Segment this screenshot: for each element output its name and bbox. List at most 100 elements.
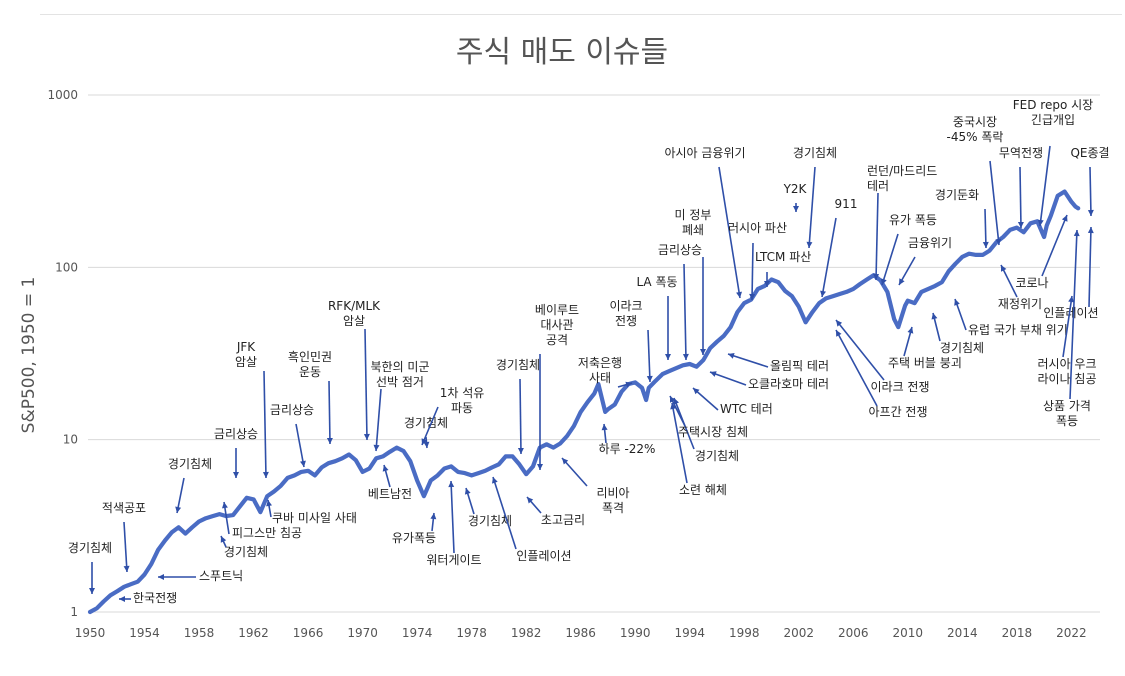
- annotation-label: 러시아 파산: [728, 221, 787, 235]
- annotation-arrowhead: [158, 574, 164, 580]
- annotation-label: 경기침체: [940, 341, 984, 355]
- top-divider: [40, 14, 1122, 15]
- annotation-label: 런던/마드리드 테러: [867, 164, 937, 193]
- annotation-label: 이라크 전쟁: [870, 380, 929, 394]
- annotation-arrowhead: [899, 278, 905, 285]
- annotation: 베이루트 대사관 공격: [535, 303, 579, 470]
- x-tick-label: 2002: [783, 626, 814, 640]
- annotation-arrow: [881, 233, 899, 286]
- annotation-arrowhead: [262, 471, 269, 478]
- annotation-arrowhead: [907, 327, 914, 334]
- annotation-arrow: [519, 378, 522, 455]
- annotation: 피그스만 침공: [222, 501, 302, 540]
- annotation-arrow: [718, 166, 741, 299]
- annotation-arrow: [671, 402, 688, 484]
- annotation-arrow: [561, 457, 588, 487]
- annotation-label: 이라크 전쟁: [609, 299, 642, 328]
- annotation-arrow: [375, 388, 382, 452]
- annotation-label: 주택시장 침체: [678, 425, 748, 439]
- annotation: 아프간 전쟁: [835, 329, 928, 419]
- annotation: 코로나: [1015, 214, 1068, 290]
- annotation: 러시아 우크 라이나 침공: [1037, 295, 1097, 386]
- annotation: 경기침체: [793, 146, 837, 249]
- annotation: 베트남전: [368, 464, 412, 501]
- annotation: 911: [820, 197, 858, 298]
- x-tick-label: 1966: [293, 626, 324, 640]
- annotation: 재정위기: [998, 264, 1042, 311]
- annotation-arrowhead: [1073, 230, 1080, 237]
- annotation-arrow: [492, 476, 517, 550]
- annotation-label: 베트남전: [368, 487, 412, 501]
- annotation-arrowhead: [175, 506, 182, 513]
- y-tick-label: 100: [55, 260, 78, 274]
- annotation-arrow: [1039, 145, 1051, 227]
- annotation-label: 올림픽 테러: [770, 359, 829, 373]
- annotation-arrowhead: [464, 488, 471, 495]
- x-tick-label: 1958: [184, 626, 215, 640]
- annotation-arrowhead: [764, 281, 770, 287]
- annotation: 금리상승: [214, 427, 258, 478]
- annotation-arrowhead: [1037, 219, 1044, 226]
- annotation-label: 한국전쟁: [133, 591, 177, 605]
- annotation-label: JFK 암살: [235, 340, 257, 369]
- annotation: 하루 -22%: [599, 423, 655, 456]
- annotation: 이라크 전쟁: [609, 299, 653, 383]
- annotation-arrow: [1062, 295, 1073, 358]
- annotation: 소련 해체: [670, 402, 727, 497]
- annotation: 경기침체: [68, 541, 112, 594]
- annotation-label: 유가폭등: [392, 531, 436, 545]
- annotation-arrowhead: [220, 536, 227, 543]
- annotation: QE종결: [1070, 146, 1110, 217]
- annotation-label: 금융위기: [908, 236, 952, 250]
- annotation: 런던/마드리드 테러: [867, 164, 937, 281]
- annotation-arrow: [751, 242, 754, 301]
- annotation: LTCM 파산: [755, 250, 811, 287]
- annotation-label: 경기침체: [404, 416, 448, 430]
- annotation-label: 베이루트 대사관 공격: [535, 303, 579, 347]
- annotation-label: 상품 가격 폭등: [1043, 399, 1091, 428]
- annotation-arrowhead: [373, 444, 380, 451]
- annotation-label: 금리상승: [214, 427, 258, 441]
- annotation: 금리상승: [658, 243, 702, 361]
- x-tick-label: 1954: [129, 626, 160, 640]
- annotation-arrowhead: [749, 293, 756, 300]
- annotation-arrow: [989, 160, 1000, 246]
- annotation-label: 경기침체: [168, 457, 212, 471]
- annotation-label: 경기침체: [68, 541, 112, 555]
- annotation: 유가폭등: [392, 512, 437, 545]
- annotation-arrowhead: [820, 290, 826, 297]
- annotation: 쿠바 미사일 사태: [266, 499, 357, 525]
- annotation-arrowhead: [382, 465, 389, 472]
- x-tick-label: 1990: [620, 626, 651, 640]
- annotation-arrowhead: [793, 206, 799, 212]
- annotation-arrow: [683, 263, 687, 361]
- annotation-arrow: [1088, 226, 1092, 308]
- annotation: 상품 가격 폭등: [1043, 229, 1091, 428]
- y-tick-label: 1: [70, 605, 78, 619]
- annotation-label: 인플레이션: [1043, 306, 1098, 320]
- annotation: 경기침체: [404, 416, 448, 449]
- annotation-label: 흑인민권 운동: [288, 350, 332, 379]
- x-tick-label: 1950: [75, 626, 106, 640]
- annotation-arrowhead: [601, 424, 608, 431]
- annotation-label: 스푸트닉: [199, 569, 243, 583]
- annotation-label: WTC 테러: [720, 402, 773, 416]
- annotation-arrowhead: [665, 354, 671, 360]
- annotation-label: 911: [835, 197, 858, 211]
- annotation-arrow: [1089, 166, 1092, 217]
- annotation-arrowhead: [423, 441, 430, 448]
- annotation: 북한의 미군 선박 점거: [370, 360, 430, 452]
- annotation-arrowhead: [363, 433, 370, 440]
- annotation: RFK/MLK 암살: [328, 299, 381, 441]
- annotation: LA 폭동: [636, 275, 678, 360]
- chart-title: 주식 매도 이슈들: [456, 35, 668, 70]
- annotation: 무역전쟁: [999, 146, 1043, 229]
- annotation-label: 적색공포: [102, 501, 146, 515]
- annotation-label: 저축은행 사태: [578, 355, 622, 385]
- annotation: 주택 버블 붕괴: [888, 326, 962, 370]
- y-tick-label: 1000: [47, 88, 78, 102]
- annotation-arrow: [835, 319, 885, 381]
- annotation-arrowhead: [430, 513, 437, 520]
- annotation-arrowhead: [1061, 215, 1068, 222]
- annotation-arrowhead: [625, 381, 632, 388]
